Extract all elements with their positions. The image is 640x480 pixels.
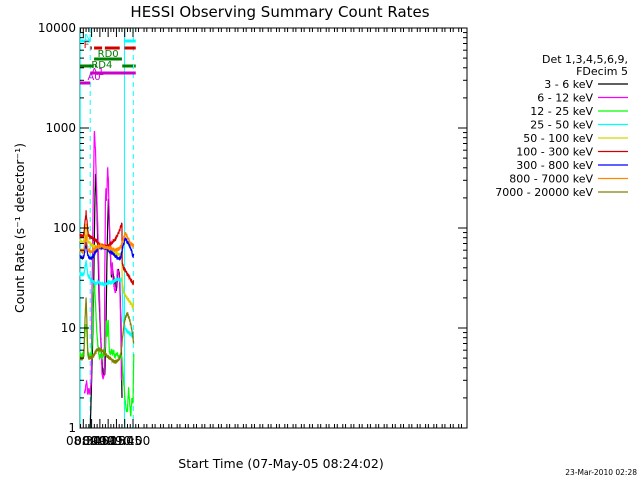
legend-entry-label: 6 - 12 keV [537,92,593,105]
y-tick-label: 10000 [38,21,76,35]
series-line-8 [79,297,135,364]
y-tick-label: 10 [61,321,76,335]
legend-entry-label: 7000 - 20000 keV [495,186,593,199]
series-line-5 [79,210,135,286]
legend-entry-label: 50 - 100 keV [523,132,593,145]
legend-entry-label: 100 - 300 keV [516,146,593,159]
x-tick-label: 08:45 [74,434,109,448]
plot-area [79,27,468,429]
flag-label-n: N [84,33,91,44]
flag-label-f: F [84,40,90,51]
y-tick-label: 1 [68,421,76,435]
legend-header-line: Det 1,3,4,5,6,9, [542,53,628,66]
x-tick-label: 10:00 [116,434,151,448]
x-tick-label: 09:00 [83,434,118,448]
series-line-1 [83,131,122,395]
generation-timestamp: 23-Mar-2010 02:28 [565,468,637,477]
legend-header-line: FDecim 5 [576,65,628,78]
legend-entry-label: 300 - 800 keV [516,159,593,172]
y-axis-label: Count Rate (s⁻¹ detector⁻¹) [12,143,27,313]
flag-label-a1: A1 [91,67,104,78]
legend-entry-label: 12 - 25 keV [530,105,593,118]
x-tick-label: 09:30 [99,434,134,448]
series-line-7 [79,232,135,255]
legend-entry-label: 25 - 50 keV [530,119,593,132]
x-tick-label: 09:45 [107,434,142,448]
legend-entry-label: 3 - 6 keV [544,78,593,91]
x-tick-label: 09:15 [91,434,126,448]
data-series [79,131,135,429]
chart-title: HESSI Observing Summary Count Rates [130,3,429,21]
x-axis-label: Start Time (07-May-05 08:24:02) [178,456,383,471]
flag-label-rd0: RD0 [98,49,119,60]
legend-entry-label: 800 - 7000 keV [509,173,593,186]
flag-label-a0: A0 [87,72,100,83]
x-tick-label: 08:30 [66,434,101,448]
flag-label-rd4: RD4 [91,60,112,71]
y-tick-label: 100 [53,221,76,235]
y-axis-ticks: 1 10 100 1000 10000 [38,21,467,435]
y-tick-label: 1000 [45,121,76,135]
